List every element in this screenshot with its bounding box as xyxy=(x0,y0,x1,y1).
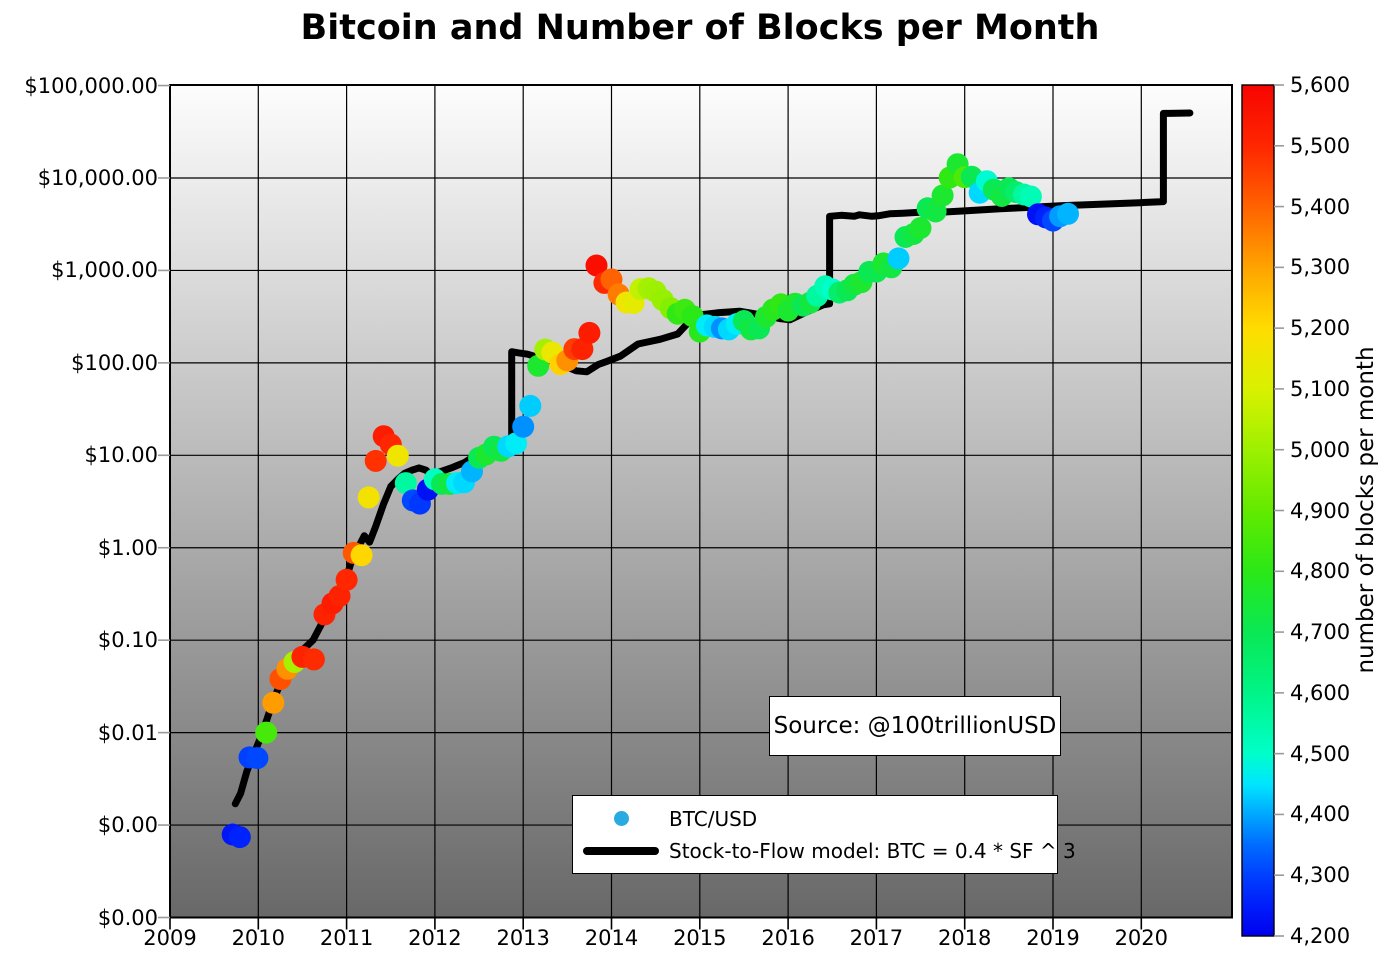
legend-label-btc: BTC/USD xyxy=(669,806,758,831)
y-tick-label: $1.00 xyxy=(97,535,158,560)
colorbar xyxy=(1242,85,1274,936)
btc-price-dot xyxy=(505,432,528,455)
colorbar-tick-label: 5,300 xyxy=(1290,255,1351,280)
x-tick-label: 2010 xyxy=(231,926,286,950)
colorbar-tick-label: 4,500 xyxy=(1290,741,1351,766)
colorbar-tick-label: 5,500 xyxy=(1290,133,1351,158)
colorbar-tick-label: 4,900 xyxy=(1290,498,1351,523)
s2f-line-icon xyxy=(583,846,659,855)
colorbar-tick-label: 4,200 xyxy=(1290,924,1351,948)
x-tick-label: 2019 xyxy=(1026,926,1080,950)
colorbar-title: number of blocks per month xyxy=(1353,346,1379,674)
colorbar-tick-label: 5,400 xyxy=(1290,194,1351,219)
btc-price-dot xyxy=(1057,202,1079,225)
btc-price-dot xyxy=(519,394,542,417)
btc-price-dot xyxy=(386,444,409,467)
source-annotation: Source: @100trillionUSD xyxy=(769,696,1061,756)
source-text: Source: @100trillionUSD xyxy=(773,713,1057,739)
btc-price-dot xyxy=(246,747,269,770)
colorbar-tick-label: 4,700 xyxy=(1290,620,1351,645)
y-tick-label: $0.00 xyxy=(97,905,158,930)
colorbar-tick-label: 5,600 xyxy=(1290,73,1351,97)
y-tick-label: $0.10 xyxy=(97,628,158,653)
y-tick-label: $1,000.00 xyxy=(51,258,158,283)
colorbar-tick-label: 5,200 xyxy=(1290,316,1351,341)
btc-price-dot xyxy=(255,721,278,744)
x-tick-label: 2014 xyxy=(584,926,639,950)
colorbar-tick-label: 5,100 xyxy=(1290,376,1351,401)
btc-price-dot xyxy=(335,568,358,591)
plot-border xyxy=(169,84,1233,919)
btc-price-dot xyxy=(887,247,910,270)
x-tick-label: 2020 xyxy=(1114,926,1169,950)
x-tick-label: 2016 xyxy=(761,926,815,950)
colorbar-tick-label: 4,400 xyxy=(1290,802,1351,827)
x-tick-label: 2011 xyxy=(319,926,374,950)
colorbar-tick-label: 4,800 xyxy=(1290,559,1351,584)
btc-price-dot xyxy=(357,486,380,509)
btc-marker-icon xyxy=(613,811,629,826)
btc-price-dot xyxy=(228,826,251,849)
btc-price-dot xyxy=(262,691,285,714)
y-tick-label: $100.00 xyxy=(71,350,158,375)
legend-item-s2f: Stock-to-Flow model: BTC = 0.4 * SF ^ 3 xyxy=(573,835,1076,867)
legend-label-s2f: Stock-to-Flow model: BTC = 0.4 * SF ^ 3 xyxy=(669,838,1076,863)
btc-price-dot xyxy=(350,544,373,567)
y-tick-label: $100,000.00 xyxy=(24,73,158,98)
x-tick-label: 2009 xyxy=(143,926,197,950)
x-tick-label: 2013 xyxy=(496,926,550,950)
btc-price-dot xyxy=(909,217,932,239)
btc-price-dot xyxy=(578,321,601,344)
btc-price-dot xyxy=(931,184,954,207)
y-tick-label: $10,000.00 xyxy=(37,165,158,190)
colorbar-tick-label: 5,000 xyxy=(1290,437,1351,462)
colorbar-tick-label: 4,600 xyxy=(1290,680,1351,705)
y-tick-label: $0.01 xyxy=(97,720,158,745)
x-tick-label: 2017 xyxy=(849,926,904,950)
y-tick-label: $10.00 xyxy=(84,443,158,468)
btc-price-dot xyxy=(302,648,325,671)
x-tick-label: 2015 xyxy=(673,926,727,950)
btc-price-dot xyxy=(364,449,387,472)
chart-title: Bitcoin and Number of Blocks per Month xyxy=(300,8,1100,48)
x-tick-label: 2012 xyxy=(408,926,462,950)
colorbar-tick-label: 4,300 xyxy=(1290,863,1351,888)
legend: BTC/USD Stock-to-Flow model: BTC = 0.4 *… xyxy=(572,795,1076,874)
x-tick-label: 2018 xyxy=(937,926,992,950)
btc-price-dot xyxy=(585,254,608,277)
y-tick-label: $0.00 xyxy=(97,813,158,838)
btc-price-dot xyxy=(512,415,535,438)
btc-price-dot xyxy=(394,472,417,495)
legend-item-btc: BTC/USD xyxy=(573,803,1057,835)
btc-price-dot xyxy=(1019,185,1042,208)
